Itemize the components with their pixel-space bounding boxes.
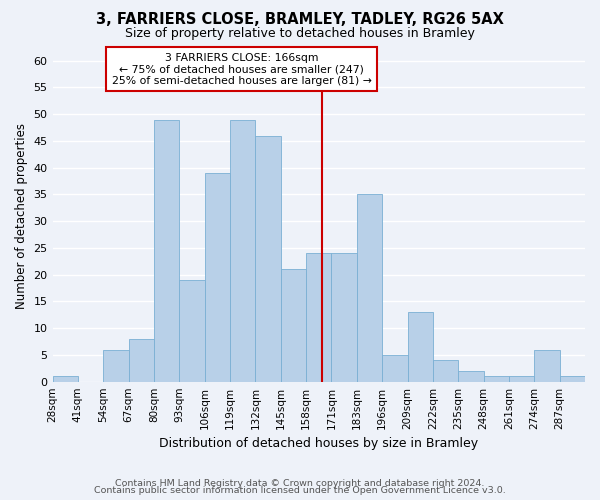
Bar bbox=[331, 254, 357, 382]
Bar bbox=[484, 376, 509, 382]
Text: 3, FARRIERS CLOSE, BRAMLEY, TADLEY, RG26 5AX: 3, FARRIERS CLOSE, BRAMLEY, TADLEY, RG26… bbox=[96, 12, 504, 28]
X-axis label: Distribution of detached houses by size in Bramley: Distribution of detached houses by size … bbox=[159, 437, 478, 450]
Text: Size of property relative to detached houses in Bramley: Size of property relative to detached ho… bbox=[125, 28, 475, 40]
Text: Contains HM Land Registry data © Crown copyright and database right 2024.: Contains HM Land Registry data © Crown c… bbox=[115, 478, 485, 488]
Bar bbox=[433, 360, 458, 382]
Bar bbox=[230, 120, 256, 382]
Text: 3 FARRIERS CLOSE: 166sqm
← 75% of detached houses are smaller (247)
25% of semi-: 3 FARRIERS CLOSE: 166sqm ← 75% of detach… bbox=[112, 52, 371, 86]
Bar bbox=[103, 350, 128, 382]
Bar bbox=[560, 376, 585, 382]
Bar bbox=[382, 355, 407, 382]
Bar bbox=[407, 312, 433, 382]
Bar bbox=[179, 280, 205, 382]
Bar bbox=[458, 371, 484, 382]
Bar bbox=[154, 120, 179, 382]
Bar bbox=[509, 376, 534, 382]
Bar bbox=[128, 339, 154, 382]
Bar bbox=[534, 350, 560, 382]
Bar bbox=[53, 376, 78, 382]
Y-axis label: Number of detached properties: Number of detached properties bbox=[15, 123, 28, 309]
Text: Contains public sector information licensed under the Open Government Licence v3: Contains public sector information licen… bbox=[94, 486, 506, 495]
Bar bbox=[306, 254, 331, 382]
Bar bbox=[357, 194, 382, 382]
Bar bbox=[256, 136, 281, 382]
Bar bbox=[205, 173, 230, 382]
Bar bbox=[281, 270, 306, 382]
